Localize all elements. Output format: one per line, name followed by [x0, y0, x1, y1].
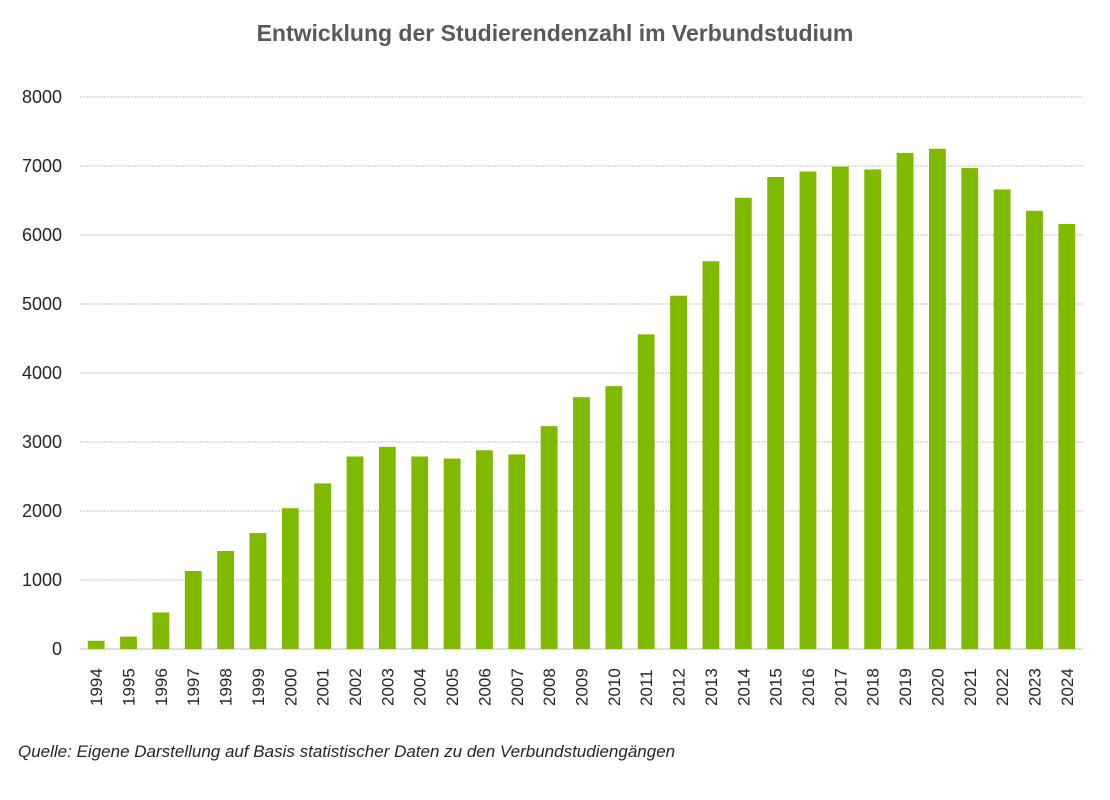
y-tick-label: 1000	[22, 570, 62, 590]
bar-2019	[896, 152, 914, 649]
x-tick-label: 1996	[152, 668, 171, 706]
bar-2003	[378, 446, 396, 649]
bar-2020	[928, 148, 946, 649]
bar-2024	[1058, 223, 1076, 649]
bar-1999	[249, 533, 267, 649]
y-tick-label: 2000	[22, 501, 62, 521]
x-tick-label: 2001	[314, 668, 333, 706]
bar-2002	[346, 456, 364, 649]
bar-1997	[184, 571, 202, 649]
x-tick-label: 1999	[249, 668, 268, 706]
x-tick-label: 1997	[184, 668, 203, 706]
x-tick-label: 2010	[605, 668, 624, 706]
x-tick-label: 2021	[961, 668, 980, 706]
bar-2012	[670, 295, 687, 649]
x-tick-label: 2024	[1058, 668, 1077, 706]
y-tick-label: 4000	[22, 363, 62, 383]
chart-title: Entwicklung der Studierendenzahl im Verb…	[256, 20, 854, 46]
bar-2008	[540, 426, 558, 649]
x-tick-label: 2016	[799, 668, 818, 706]
bar-2021	[961, 168, 979, 649]
y-tick-label: 8000	[22, 87, 62, 107]
x-tick-label: 2004	[411, 668, 430, 706]
bar-1994	[87, 640, 105, 649]
source-note: Quelle: Eigene Darstellung auf Basis sta…	[18, 742, 676, 761]
bar-2017	[831, 166, 849, 649]
y-axis-ticks: 0 1000 2000 3000 4000 5000 6000 7000 8000	[22, 87, 62, 659]
x-tick-label: 2022	[993, 668, 1012, 706]
bars	[87, 148, 1076, 650]
x-tick-label: 2019	[896, 668, 915, 706]
bar-2005	[443, 458, 461, 649]
y-tick-label: 5000	[22, 294, 62, 314]
bar-2018	[864, 169, 882, 649]
y-tick-label: 3000	[22, 432, 62, 452]
x-tick-label: 2003	[378, 668, 397, 706]
x-tick-label: 1998	[217, 668, 236, 706]
x-tick-label: 2018	[864, 668, 883, 706]
x-tick-label: 2020	[928, 668, 947, 706]
bar-2016	[799, 171, 817, 649]
x-tick-label: 2000	[281, 668, 300, 706]
bar-2001	[314, 483, 332, 649]
x-tick-label: 2013	[702, 668, 721, 706]
x-axis-ticks: 1994 1995 1996 1997 1998 1999 2000 2001 2002 2003…	[87, 668, 1077, 706]
x-tick-label: 2005	[443, 668, 462, 706]
bar-2000	[281, 508, 299, 649]
bar-1996	[152, 612, 170, 649]
bar-2013	[702, 261, 720, 649]
x-tick-label: 1995	[120, 668, 139, 706]
x-tick-label: 1994	[87, 668, 106, 706]
y-tick-label: 0	[52, 639, 62, 659]
x-tick-label: 2006	[475, 668, 494, 706]
bar-2006	[476, 450, 493, 649]
x-tick-label: 2009	[573, 668, 592, 706]
bar-1998	[217, 551, 235, 649]
bar-2007	[508, 454, 526, 649]
x-tick-label: 2012	[670, 668, 689, 706]
bar-2010	[605, 386, 623, 649]
bar-1995	[120, 636, 137, 649]
y-tick-label: 6000	[22, 225, 62, 245]
bar-2004	[411, 456, 429, 649]
bar-2014	[734, 197, 752, 650]
bar-2015	[767, 177, 785, 650]
x-tick-label: 2002	[346, 668, 365, 706]
x-tick-label: 2017	[831, 668, 850, 706]
x-tick-label: 2015	[767, 668, 786, 706]
bar-2023	[1026, 210, 1043, 649]
x-tick-label: 2023	[1025, 668, 1044, 706]
x-tick-label: 2014	[734, 668, 753, 706]
x-tick-label: 2011	[637, 669, 656, 706]
y-tick-label: 7000	[22, 156, 62, 176]
bar-2011	[637, 334, 655, 649]
bar-2009	[573, 397, 590, 649]
x-tick-label: 2007	[508, 668, 527, 706]
bar-2022	[993, 189, 1011, 649]
x-tick-label: 2008	[540, 668, 559, 706]
